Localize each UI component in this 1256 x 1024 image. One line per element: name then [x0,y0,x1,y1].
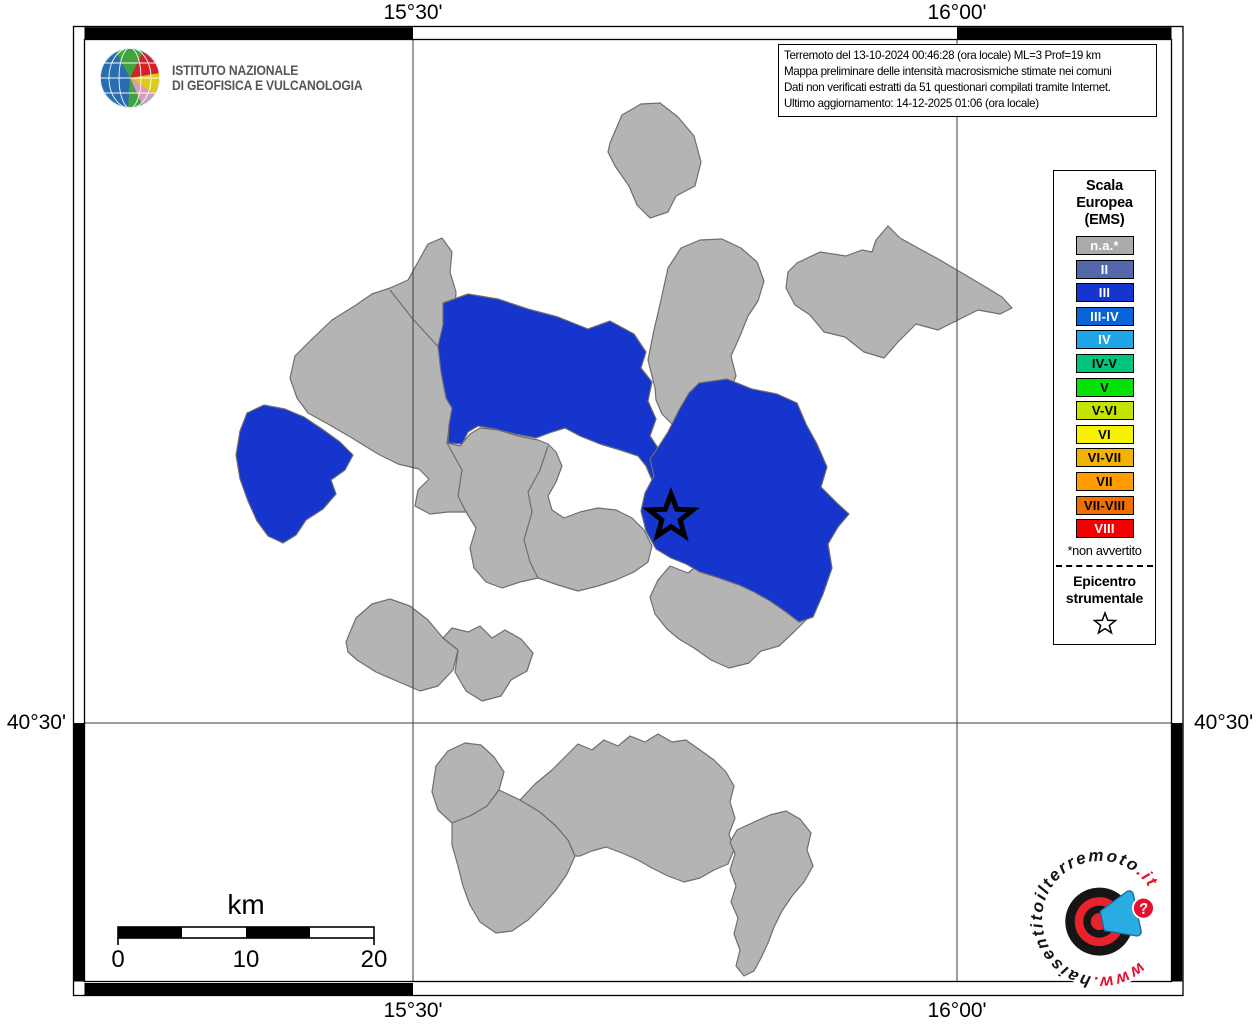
legend-swatch-7: V-VI [1075,401,1134,421]
coord-label-bottom-right: 16°00' [927,999,987,1022]
legend-swatch-8: VI [1075,424,1134,444]
legend-epicenter-line: Epicentro [1073,573,1136,590]
epicenter-star-icon [642,486,700,542]
legend-swatch-9: VI-VII [1075,448,1134,468]
municipality-polygon-na [785,225,1013,359]
legend-swatch-12: VIII [1075,519,1134,539]
gridlines [84,40,1172,982]
ems-legend: Scala Europea (EMS) n.a.* II III III-IV IV IV… [1053,170,1156,645]
coord-label-right: 40°30' [1194,711,1254,734]
ingv-line2: DI GEOFISICA E VULCANOLOGIA [172,78,363,93]
scale-bar: km 0 10 20 [111,889,387,973]
legend-item: IV [1054,330,1155,350]
info-line-1: Terremoto del 13-10-2024 00:46:28 (ora l… [784,49,1101,62]
legend-swatch-4: IV [1075,330,1134,350]
scale-tick-10: 10 [233,946,260,973]
ingv-logo: ISTITUTO NAZIONALE DI GEOFISICA E VULCAN… [98,46,384,110]
legend-swatch-2: III [1075,283,1134,303]
municipality-polygon-iii [640,378,850,623]
legend-swatch-0: n.a.* [1075,236,1134,255]
legend-epicenter-line: strumentale [1065,589,1144,606]
municipalities-iii [235,293,850,623]
legend-swatch-5: IV-V [1075,353,1134,373]
legend-item: IV-V [1054,353,1155,373]
comune-border [446,442,467,513]
legend-footnote: *non avvertito [1067,543,1142,559]
haisentitoilterremoto-logo-icon: ? www.haisentitoilterremoto.it [1030,848,1170,992]
legend-item: VI-VII [1054,448,1155,468]
legend-swatch-1: II [1075,259,1134,279]
legend-swatch-10: VII [1075,471,1134,491]
haisentitoilterremoto-logo: ? www.haisentitoilterremoto.it [1030,848,1174,992]
municipality-polygon-na [607,102,702,219]
municipality-polygon-na [729,810,814,977]
scale-bar-unit: km [227,889,264,920]
legend-swatch-11: VII-VIII [1075,495,1134,515]
star-icon [1091,611,1118,635]
municipality-polygon-iii [437,293,670,493]
municipality-polygon-na [345,598,459,692]
map-frame [72,25,1184,997]
legend-divider [1056,565,1153,568]
legend-swatch-3: III-IV [1075,306,1134,326]
legend-title-line: Europea [1076,195,1133,211]
legend-item: VII-VIII [1054,495,1155,515]
legend-item: III-IV [1054,306,1155,326]
municipality-polygon-na [289,237,653,592]
megaphone-icon [1099,890,1142,937]
legend-item: n.a.* [1054,236,1155,255]
event-info-box: Terremoto del 13-10-2024 00:46:28 (ora l… [778,44,1157,118]
legend-title-line: Scala [1086,178,1123,194]
info-line-2: Mappa preliminare delle intensità macros… [784,65,1112,79]
legend-item: VII [1054,471,1155,491]
scale-tick-20: 20 [361,946,388,973]
municipality-polygon-na [442,625,534,702]
legend-title: Scala Europea (EMS) [1054,178,1155,229]
legend-epicenter-label: Epicentro strumentale [1054,573,1155,606]
ingv-line1: ISTITUTO NAZIONALE [172,62,299,78]
ingv-wordmark: ISTITUTO NAZIONALE DI GEOFISICA E VULCAN… [172,62,363,94]
comune-border [523,445,549,579]
question-mark: ? [1137,900,1150,919]
ingv-globe-icon [100,48,160,108]
legend-item: V [1054,377,1155,397]
legend-item: VI [1054,424,1155,444]
legend-item: II [1054,259,1155,279]
coord-label-bottom-left: 15°30' [383,999,443,1022]
legend-items: n.a.* II III III-IV IV IV-V V V-VI VI VI-VII VII VI… [1054,236,1155,539]
legend-item: III [1054,283,1155,303]
legend-title-line: (EMS) [1084,212,1125,228]
municipality-polygon-na [519,733,736,883]
coord-label-top-right: 16°00' [927,1,987,24]
municipality-polygon-na [451,789,576,934]
coord-label-left: 40°30' [6,711,66,734]
legend-item: VIII [1054,519,1155,539]
legend-swatch-6: V [1075,377,1134,397]
scale-tick-0: 0 [111,946,124,973]
legend-item: V-VI [1054,401,1155,421]
coord-label-top-left: 15°30' [383,1,443,24]
legend-epicenter-star [1054,611,1155,637]
municipality-polygon-iii [235,404,354,544]
info-line-3: Dati non verificati estratti da 51 quest… [784,81,1111,95]
question-badge [1132,896,1155,920]
info-line-4: Ultimo aggiornamento: 14-12-2025 01:06 (… [784,97,1039,111]
